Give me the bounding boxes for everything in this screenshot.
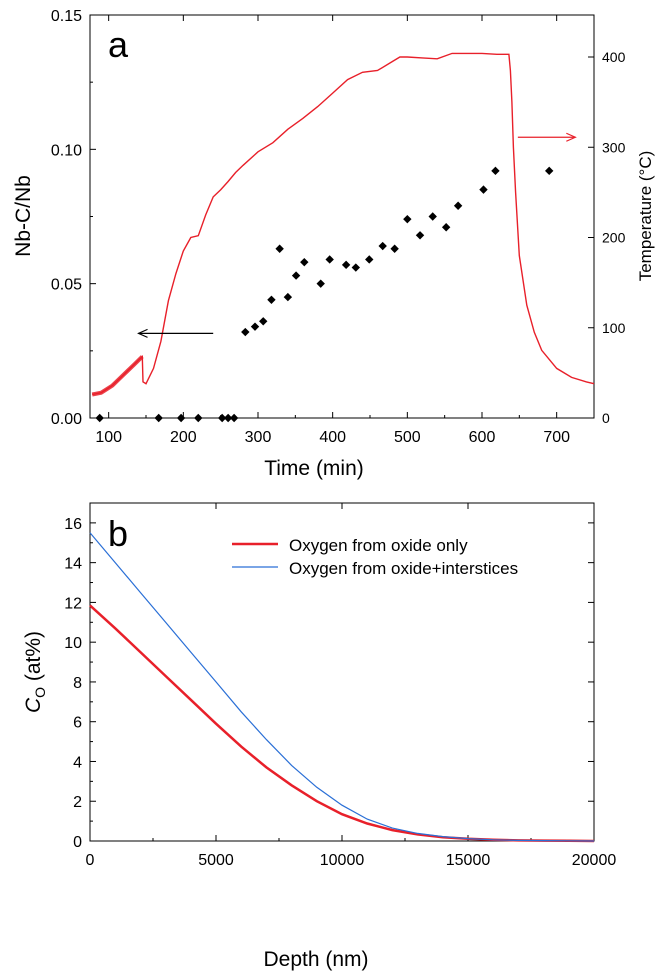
panel-b-y-axis-label-symbol: C: [22, 697, 45, 713]
b-y-tick-label: 2: [73, 794, 82, 811]
legend-label-oxide-only: Oxygen from oxide only: [289, 536, 468, 555]
panel-b-legend: Oxygen from oxide only Oxygen from oxide…: [232, 536, 518, 578]
nbc-data-point: [229, 413, 239, 423]
b-y-tick-label: 14: [64, 556, 82, 573]
b-y-tick-label: 4: [73, 754, 82, 771]
nbc-data-point: [217, 413, 227, 423]
nbc-data-point: [378, 241, 387, 251]
a-y-tick-label: 0.05: [51, 277, 82, 294]
nbc-data-point: [316, 279, 325, 288]
nbc-data-point: [275, 244, 284, 253]
nbc-data-point: [194, 413, 203, 423]
nbc-data-point: [428, 212, 437, 221]
nbc-data-point: [325, 255, 334, 264]
panel-a-label: a: [108, 24, 129, 65]
nbc-data-point: [479, 185, 488, 194]
a-y2-tick-label: 300: [602, 139, 626, 155]
nbc-data-point: [365, 255, 374, 264]
panel-a-ticks: 100 200 300 400 500 600 700 0.00 0.05 0.10 0.15 0 10…: [51, 8, 626, 446]
nbc-data-point: [453, 201, 463, 210]
oxide-interstices-line: [89, 532, 595, 842]
b-x-tick-label: 20000: [572, 852, 617, 869]
panel-a-x-axis-label: Time (min): [264, 457, 364, 480]
a-x-tick-label: 300: [245, 429, 272, 446]
panel-a: 100 200 300 400 500 600 700 0.00 0.05 0.10 0.15 0 10…: [12, 8, 655, 480]
nbc-data-point: [403, 214, 412, 224]
a-y2-tick-label: 400: [602, 49, 626, 65]
a-y-tick-label: 0.10: [51, 142, 82, 159]
a-x-tick-label: 400: [319, 429, 346, 446]
nbc-data-point: [441, 223, 451, 232]
panel-a-y-axis-label: Nb-C/Nb: [12, 175, 35, 257]
panel-b-y-axis-label-subscript: O: [32, 687, 48, 698]
nbc-data-point: [341, 260, 351, 270]
a-y-tick-label: 0.00: [51, 411, 82, 428]
temperature-line: [92, 52, 595, 396]
b-x-tick-label: 5000: [198, 852, 234, 869]
nbc-data-point: [283, 292, 293, 302]
b-x-tick-label: 0: [86, 852, 95, 869]
a-x-tick-label: 100: [95, 429, 122, 446]
panel-b-y-axis-label-unit: (at%): [22, 631, 45, 687]
a-x-tick-label: 700: [543, 429, 570, 446]
panel-b-label: b: [108, 513, 128, 554]
b-y-tick-label: 0: [73, 834, 82, 851]
nbc-data-point: [241, 327, 250, 337]
nbc-data-point: [291, 271, 301, 280]
right-axis-arrowhead: [566, 132, 577, 142]
nbc-data-point: [390, 244, 399, 253]
left-axis-arrowhead: [137, 328, 148, 338]
nbc-data-point: [95, 413, 104, 423]
a-y2-tick-label: 200: [602, 230, 626, 246]
panel-b: 0 5000 10000 15000 20000 0 2 4 6 8 10 12 14 16 b Dept…: [22, 502, 616, 971]
legend-label-oxide-interstices: Oxygen from oxide+interstices: [289, 559, 518, 578]
nbc-data-point: [223, 413, 233, 423]
nbc-data-point: [300, 257, 309, 267]
b-y-tick-label: 16: [64, 516, 82, 533]
b-y-tick-label: 6: [73, 715, 82, 732]
panel-a-frame: [89, 14, 595, 419]
nbc-data-point: [491, 166, 500, 176]
nbc-data-point: [351, 263, 361, 272]
panel-b-x-axis-label: Depth (nm): [263, 948, 368, 971]
panel-b-series: [89, 532, 595, 843]
a-x-tick-label: 600: [469, 429, 496, 446]
nbc-data-point: [545, 166, 554, 176]
a-x-tick-label: 200: [170, 429, 197, 446]
panel-b-y-axis-label: CO (at%): [22, 631, 48, 713]
nbc-data-point: [250, 322, 260, 331]
panel-a-y2-axis-label: Temperature (°C): [636, 151, 655, 282]
b-y-tick-label: 10: [64, 635, 82, 652]
nbc-data-point: [267, 295, 276, 304]
nbc-data-point: [176, 413, 186, 423]
b-x-tick-label: 10000: [320, 852, 365, 869]
panel-b-ticks: 0 5000 10000 15000 20000 0 2 4 6 8 10 12 14 16: [64, 503, 616, 869]
panel-a-plot-area: [89, 14, 595, 419]
temperature-line-early: [91, 355, 144, 397]
a-y-tick-label: 0.15: [51, 8, 82, 25]
b-x-tick-label: 15000: [446, 852, 491, 869]
b-y-tick-label: 8: [73, 675, 82, 692]
b-y-tick-label: 12: [64, 595, 82, 612]
a-y2-tick-label: 100: [602, 320, 626, 336]
nbc-data-point: [259, 317, 268, 326]
nbc-data-point: [415, 231, 425, 240]
nbc-data-point: [154, 413, 163, 423]
a-x-tick-label: 500: [394, 429, 421, 446]
panel-a-series: [91, 52, 595, 423]
a-y2-tick-label: 0: [602, 410, 610, 426]
